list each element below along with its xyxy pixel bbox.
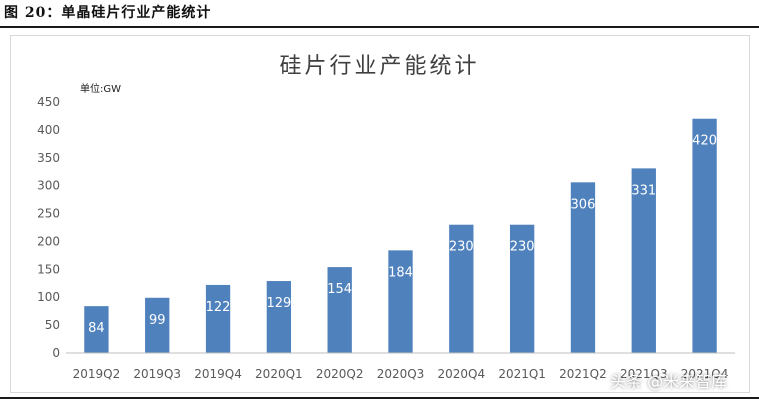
bar-value-label: 129 bbox=[266, 296, 291, 311]
bar bbox=[692, 118, 717, 353]
watermark: 头条 @米来智库 bbox=[610, 366, 727, 394]
bar bbox=[205, 284, 231, 353]
x-tick-label: 2019Q3 bbox=[133, 367, 181, 381]
bar-value-label: 84 bbox=[88, 321, 105, 336]
y-tick-label: 100 bbox=[37, 290, 60, 304]
y-tick-label: 0 bbox=[52, 346, 60, 360]
bar-value-label: 122 bbox=[206, 300, 231, 315]
bar-value-label: 331 bbox=[631, 183, 656, 198]
x-tick-label: 2019Q4 bbox=[194, 367, 242, 381]
bar bbox=[84, 306, 109, 353]
bar bbox=[266, 281, 292, 353]
x-tick-label: 2020Q2 bbox=[316, 367, 364, 381]
bar-value-label: 184 bbox=[388, 265, 413, 280]
caption-rule bbox=[0, 26, 759, 28]
bar bbox=[327, 267, 352, 353]
unit-label: 单位:GW bbox=[80, 84, 122, 95]
bar bbox=[509, 224, 535, 353]
bar-value-label: 230 bbox=[449, 240, 474, 255]
bar-value-label: 99 bbox=[149, 313, 166, 328]
x-tick-label: 2020Q1 bbox=[255, 367, 303, 381]
x-tick-label: 2021Q2 bbox=[559, 367, 607, 381]
y-tick-label: 50 bbox=[45, 318, 60, 332]
y-tick-label: 350 bbox=[37, 151, 60, 165]
x-tick-label: 2021Q3 bbox=[620, 367, 668, 381]
y-tick-label: 250 bbox=[37, 207, 60, 221]
bar bbox=[145, 297, 170, 353]
x-tick-label: 2021Q4 bbox=[681, 367, 729, 381]
y-tick-label: 300 bbox=[37, 179, 60, 193]
figure-caption: 图 20：单晶硅片行业产能统计 bbox=[4, 5, 212, 21]
bar-value-label: 230 bbox=[510, 240, 535, 255]
y-tick-label: 200 bbox=[37, 234, 60, 248]
bar-value-label: 420 bbox=[692, 134, 717, 149]
x-tick-label: 2019Q2 bbox=[73, 367, 121, 381]
y-tick-label: 400 bbox=[37, 123, 60, 137]
x-tick-label: 2021Q1 bbox=[498, 367, 546, 381]
bar bbox=[388, 250, 413, 353]
bar bbox=[570, 182, 596, 353]
y-tick-label: 150 bbox=[37, 262, 60, 276]
x-tick-label: 2020Q3 bbox=[377, 367, 425, 381]
chart-title: 硅片行业产能统计 bbox=[279, 54, 480, 79]
bar-value-label: 154 bbox=[327, 282, 352, 297]
watermark-text: 头条 @米来智库 bbox=[610, 372, 728, 391]
bottom-rule bbox=[0, 397, 759, 399]
bar bbox=[631, 168, 656, 353]
chart-frame bbox=[10, 35, 750, 393]
x-tick-label: 2020Q4 bbox=[438, 367, 486, 381]
y-tick-label: 450 bbox=[37, 95, 60, 109]
bar-value-label: 306 bbox=[571, 197, 596, 212]
bar bbox=[449, 224, 474, 353]
